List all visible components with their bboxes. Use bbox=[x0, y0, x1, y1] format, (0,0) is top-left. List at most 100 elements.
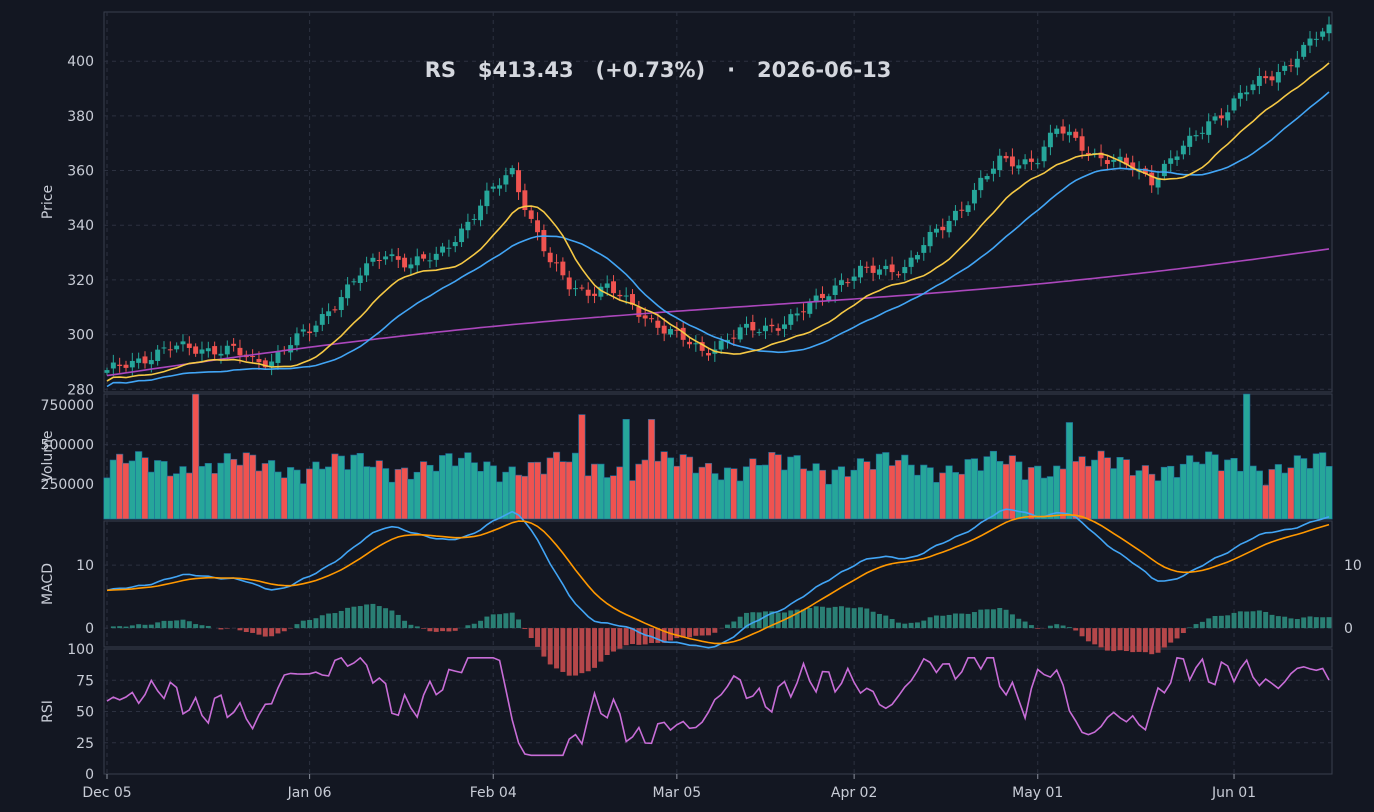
volume-bar bbox=[717, 479, 725, 520]
macd-hist-bar bbox=[364, 604, 370, 629]
macd-hist-bar bbox=[680, 628, 686, 638]
candle-body bbox=[174, 345, 180, 350]
candle-body bbox=[883, 265, 889, 270]
macd-hist-bar bbox=[389, 610, 395, 629]
candle-body bbox=[611, 281, 616, 294]
candle-body bbox=[129, 360, 135, 368]
macd-hist-bar bbox=[1288, 618, 1294, 629]
volume-bar bbox=[1091, 459, 1099, 520]
macd-hist-bar bbox=[883, 615, 889, 629]
volume-bar bbox=[1281, 472, 1289, 520]
candle-body bbox=[838, 280, 844, 286]
volume-bar bbox=[1103, 457, 1111, 520]
volume-bar bbox=[1040, 477, 1048, 520]
macd-hist-bar bbox=[186, 621, 192, 629]
volume-bar bbox=[888, 465, 896, 520]
macd-hist-bar bbox=[250, 628, 256, 633]
price-frame bbox=[103, 11, 1333, 393]
candle-body bbox=[832, 285, 838, 295]
macd-right-tick-label: 0 bbox=[1344, 621, 1353, 637]
macd-hist-bar bbox=[161, 620, 167, 629]
macd-hist-bar bbox=[547, 628, 553, 665]
macd-hist-bar bbox=[813, 606, 819, 629]
candle-body bbox=[142, 356, 148, 364]
macd-hist-bar bbox=[826, 607, 832, 629]
candle-body bbox=[1294, 58, 1300, 68]
volume-bar bbox=[749, 458, 757, 520]
volume-bar bbox=[793, 455, 801, 520]
candle-body bbox=[446, 247, 452, 249]
volume-bar bbox=[1230, 458, 1238, 520]
candle-body bbox=[547, 252, 553, 263]
macd-hist-bar bbox=[1073, 628, 1079, 631]
candle-body bbox=[389, 254, 395, 257]
macd-hist-bar bbox=[326, 613, 332, 629]
macd-hist-bar bbox=[1022, 621, 1028, 629]
candle-body bbox=[471, 218, 477, 220]
macd-hist-bar bbox=[788, 610, 794, 629]
volume-bar bbox=[1065, 422, 1073, 520]
candle-body bbox=[123, 364, 129, 368]
candle-body bbox=[345, 284, 351, 299]
volume-bar bbox=[1211, 454, 1219, 520]
x-tick-label: Feb 04 bbox=[470, 785, 517, 801]
macd-hist-bar bbox=[256, 628, 262, 635]
macd-hist-bar bbox=[503, 613, 509, 629]
volume-bar bbox=[261, 463, 269, 520]
macd-hist-bar bbox=[1212, 616, 1218, 629]
volume-bar bbox=[198, 466, 206, 520]
volume-bar bbox=[755, 465, 763, 520]
candle-body bbox=[617, 294, 623, 297]
macd-hist-bar bbox=[269, 628, 275, 637]
macd-hist-bar bbox=[224, 628, 230, 629]
macd-hist-bar bbox=[528, 628, 534, 638]
candle-body bbox=[383, 256, 389, 260]
volume-bar bbox=[299, 483, 307, 520]
candle-body bbox=[1187, 135, 1193, 147]
volume-bar bbox=[350, 454, 358, 520]
x-tick-label: Dec 05 bbox=[82, 785, 131, 801]
candle-body bbox=[851, 276, 857, 281]
macd-hist-bar bbox=[1231, 612, 1237, 629]
candle-body bbox=[1155, 177, 1161, 188]
macd-hist-bar bbox=[262, 628, 268, 637]
macd-hist-bar bbox=[1047, 625, 1053, 629]
candle-body bbox=[326, 311, 332, 317]
volume-bar bbox=[1192, 461, 1200, 520]
candle-body bbox=[313, 325, 319, 333]
macd-hist-bar bbox=[294, 624, 300, 629]
volume-bar bbox=[1325, 466, 1333, 520]
volume-bar bbox=[154, 460, 162, 520]
volume-bar bbox=[242, 452, 250, 520]
macd-hist-bar bbox=[414, 626, 420, 629]
macd-hist-bar bbox=[573, 628, 579, 676]
candle-body bbox=[864, 266, 870, 268]
macd-hist-bar bbox=[136, 624, 142, 629]
candle-body bbox=[319, 314, 325, 325]
candle-body bbox=[357, 275, 363, 284]
macd-hist-bar bbox=[218, 628, 224, 630]
volume-bar bbox=[673, 465, 681, 520]
macd-hist-bar bbox=[857, 607, 863, 629]
candle-body bbox=[1275, 72, 1281, 83]
volume-panel bbox=[103, 393, 1333, 520]
macd-hist-bar bbox=[699, 628, 705, 636]
candle-body bbox=[630, 294, 635, 305]
volume-bar bbox=[774, 454, 782, 520]
volume-bar bbox=[1148, 473, 1156, 520]
candle-body bbox=[136, 358, 142, 363]
candle-body bbox=[756, 332, 762, 334]
macd-hist-bar bbox=[712, 628, 718, 633]
volume-bar bbox=[970, 458, 978, 520]
price-panel bbox=[104, 16, 1332, 388]
volume-bar bbox=[173, 473, 181, 520]
macd-hist-bar bbox=[940, 615, 946, 629]
macd-hist-bar bbox=[446, 628, 452, 632]
volume-bar bbox=[1205, 451, 1213, 520]
candle-body bbox=[623, 295, 629, 297]
macd-hist-bar bbox=[123, 626, 129, 629]
volume-bar bbox=[939, 472, 947, 520]
candle-body bbox=[402, 257, 408, 268]
candle-body bbox=[1047, 132, 1053, 148]
volume-bar bbox=[818, 469, 827, 520]
